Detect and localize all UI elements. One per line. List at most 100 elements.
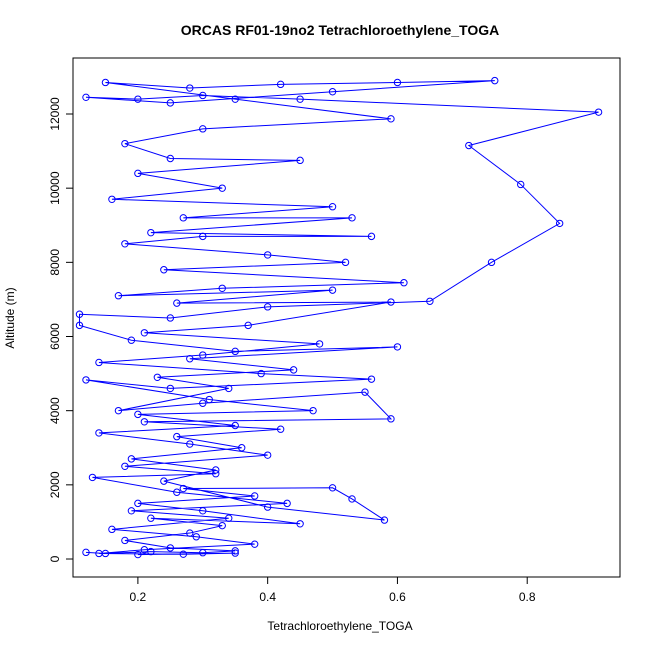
data-point	[263, 451, 272, 459]
data-point	[199, 125, 207, 133]
data-point	[173, 299, 181, 307]
data-point	[108, 195, 116, 203]
data-point	[192, 533, 200, 541]
data-point	[309, 406, 317, 415]
data-point	[199, 232, 207, 241]
data-point	[166, 544, 175, 552]
y-tick-label: 8000	[48, 249, 62, 276]
data-point	[296, 156, 304, 165]
data-point	[166, 99, 175, 107]
data-point	[166, 314, 175, 322]
data-point	[225, 514, 233, 522]
data-point	[212, 466, 220, 474]
data-point	[555, 219, 564, 228]
data-point	[160, 477, 168, 485]
data-point	[263, 503, 272, 511]
data-point	[400, 279, 408, 287]
data-point	[186, 84, 194, 92]
data-point	[173, 488, 181, 496]
data-point	[296, 520, 304, 528]
data-point	[127, 507, 136, 515]
data-point	[231, 421, 239, 430]
data-point	[140, 418, 149, 426]
data-point	[160, 266, 168, 274]
data-point	[426, 297, 434, 305]
y-tick-label: 6000	[48, 323, 62, 350]
data-point	[212, 470, 220, 478]
data-point	[393, 78, 402, 87]
data-point	[348, 214, 356, 222]
data-point	[88, 473, 97, 482]
data-point	[231, 547, 239, 555]
data-point	[95, 429, 103, 437]
data-point	[289, 366, 298, 374]
data-point	[218, 521, 226, 530]
data-point	[218, 284, 226, 292]
data-point	[387, 115, 395, 123]
y-tick-label: 12000	[48, 97, 62, 131]
data-point	[186, 529, 194, 537]
data-point	[393, 343, 402, 351]
data-point	[173, 432, 181, 441]
data-point	[186, 440, 194, 448]
data-point	[134, 95, 142, 103]
data-point	[82, 376, 90, 384]
data-point	[283, 499, 291, 508]
data-point	[75, 310, 84, 318]
data-point	[179, 214, 188, 222]
x-tick-label: 0.8	[519, 590, 536, 604]
x-tick-label: 0.2	[130, 590, 147, 604]
y-tick-label: 4000	[48, 397, 62, 424]
data-point	[263, 303, 272, 311]
data-point	[218, 184, 226, 192]
chart-title: ORCAS RF01-19no2 Tetrachloroethylene_TOG…	[181, 22, 499, 38]
data-point	[179, 550, 188, 558]
data-point	[250, 540, 259, 548]
data-point	[134, 169, 142, 178]
data-point	[594, 108, 603, 116]
data-point	[134, 410, 142, 419]
data-point	[199, 549, 207, 557]
data-point	[179, 484, 188, 493]
data-point	[127, 455, 136, 463]
data-point	[166, 154, 175, 163]
data-point	[276, 80, 285, 89]
data-point	[367, 375, 376, 383]
data-point	[153, 373, 162, 381]
data-point	[140, 329, 149, 337]
data-point	[147, 228, 155, 237]
data-point	[101, 78, 110, 87]
data-point	[328, 88, 337, 96]
data-point	[199, 351, 207, 359]
data-point	[82, 548, 90, 557]
data-point	[315, 340, 324, 348]
data-point	[465, 141, 473, 150]
data-point	[380, 516, 389, 524]
y-axis-label: Altitude (m)	[3, 287, 17, 348]
data-point	[231, 549, 239, 557]
data-point	[387, 298, 395, 306]
data-point	[140, 546, 149, 554]
data-point	[231, 347, 239, 356]
data-point	[82, 93, 90, 102]
data-point	[75, 321, 84, 330]
y-tick-label: 10000	[48, 171, 62, 205]
data-point	[134, 499, 142, 508]
data-point	[134, 550, 142, 559]
plot-frame	[72, 57, 621, 578]
x-tick-label: 0.6	[389, 590, 406, 604]
data-point	[199, 91, 207, 100]
data-point	[114, 406, 123, 415]
data-point	[121, 462, 129, 471]
data-point	[328, 203, 337, 211]
data-point	[487, 258, 496, 267]
data-point	[114, 292, 123, 300]
x-axis-label: Tetrachloroethylene_TOGA	[267, 619, 412, 633]
data-point	[276, 425, 285, 433]
data-point	[147, 547, 155, 556]
data-point	[341, 258, 350, 267]
data-point	[127, 336, 136, 344]
data-point	[108, 525, 116, 534]
data-line	[78, 80, 599, 556]
